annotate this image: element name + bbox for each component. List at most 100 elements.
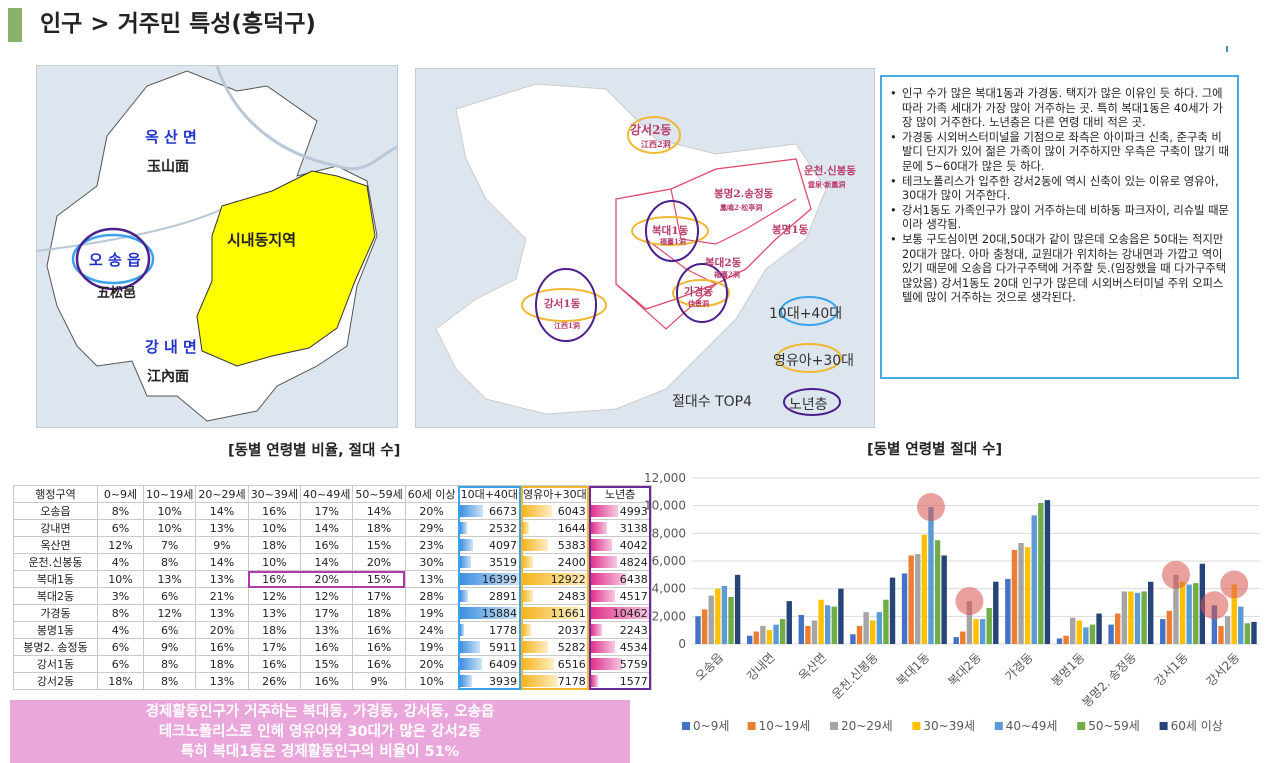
map-label-bokdae2: 복대2동 (705, 257, 742, 269)
data-bar-cell: 4993 (588, 502, 652, 520)
legend-purple-label: 노년층 (789, 397, 828, 413)
district-name-cell: 봉명1동 (13, 621, 98, 639)
bar-1 (1115, 613, 1121, 644)
data-bar-value: 4993 (619, 504, 648, 518)
corner-mark (1226, 46, 1228, 52)
data-bar-cell: 11661 (520, 604, 590, 622)
bar-3 (715, 588, 721, 644)
bar-0 (798, 614, 804, 644)
ratio-cell: 14% (195, 502, 249, 520)
bar-0 (695, 616, 701, 644)
bar-3 (818, 599, 824, 644)
ratio-cell: 6% (97, 655, 144, 673)
map-label-gagyeong-hanja: 佳景洞 (688, 299, 709, 308)
ratio-cell: 18% (195, 655, 249, 673)
bar-2 (1069, 617, 1076, 644)
data-bar-cell: 1778 (457, 621, 522, 639)
data-bar-value: 16399 (482, 572, 518, 586)
ratio-cell: 10% (247, 519, 302, 537)
x-tick-label: 운천.신봉동 (829, 650, 881, 702)
data-bar-value: 6673 (489, 504, 518, 518)
bar-2 (811, 620, 818, 644)
x-tick-label: 옥산면 (796, 650, 829, 683)
data-bar-value: 1778 (489, 623, 518, 637)
data-bar-cell: 5282 (520, 638, 590, 656)
bar-6 (838, 588, 844, 644)
summary-line: 테크노폴리스로 인해 영유아와 30대가 많은 강서2동 (158, 724, 482, 740)
data-bar-fill (590, 556, 617, 568)
ratio-cell: 20% (352, 553, 406, 571)
ratio-cell: 13% (404, 570, 459, 588)
ratio-cell: 9% (195, 536, 249, 554)
ratio-cell: 15% (352, 536, 406, 554)
table-header-cell: 행정구역 (13, 485, 98, 503)
bar-5 (1193, 583, 1199, 644)
note-item: 가경동 시외버스터미널을 기점으로 좌측은 아이파크 신축, 준구축 비발디 단… (890, 131, 1229, 175)
bar-1 (753, 631, 759, 644)
ratio-cell: 20% (195, 621, 249, 639)
bokdae1-highlight-box (248, 570, 406, 588)
data-bar-value: 5383 (557, 538, 586, 552)
ratio-cell: 18% (247, 536, 302, 554)
y-tick-label: 4,000 (652, 582, 686, 596)
data-bar-cell: 6673 (457, 502, 522, 520)
data-bar-value: 3519 (489, 555, 518, 569)
map-label-bongmyeong2: 봉명2.송정동 (714, 188, 774, 200)
ratio-cell: 4% (97, 621, 144, 639)
map-label-bokdae1-hanja: 福臺1洞 (660, 237, 686, 246)
bar-3 (766, 630, 773, 644)
legend-swatch (682, 722, 690, 730)
bar-3 (973, 619, 979, 644)
bar-6 (1096, 613, 1102, 644)
data-bar-cell: 6043 (520, 502, 590, 520)
data-bar-fill (590, 573, 627, 585)
table-header-cell: 0~9세 (97, 485, 144, 503)
ratio-cell: 19% (404, 638, 459, 656)
bar-5 (831, 606, 837, 644)
table-row: 가경동 8% 12% 13% 13% 17% 18% 19% 15884 11661 10462 (13, 604, 652, 622)
ratio-cell: 18% (247, 621, 302, 639)
legend-swatch (994, 722, 1003, 730)
table-row: 강서1동 6% 8% 18% 16% 15% 16% 20% 6409 6516 5759 (13, 655, 652, 673)
data-bar-value: 6043 (557, 504, 586, 518)
map-label-gangseo1: 강서1동 (544, 298, 581, 310)
ratio-cell: 13% (195, 672, 249, 690)
ratio-cell: 13% (195, 570, 249, 588)
bar-6 (734, 574, 741, 644)
ratio-cell: 16% (300, 672, 354, 690)
data-bar-cell: 16399 (457, 570, 522, 588)
bar-3 (870, 620, 876, 644)
ratio-cell: 21% (195, 587, 249, 605)
map-label-gangseo1-hanja: 江西1洞 (554, 321, 580, 330)
data-bar-value: 4042 (619, 538, 648, 552)
x-tick-label: 봉명1동 (1049, 650, 1088, 689)
x-tick-label: 오송읍 (693, 650, 726, 683)
map-label-oksan-hanja: 玉山面 (147, 159, 189, 175)
ratio-cell: 18% (352, 604, 406, 622)
ratio-cell: 13% (195, 519, 249, 537)
data-bar-cell: 4534 (588, 638, 652, 656)
legend-blue-label: 10대+40대 (769, 306, 843, 322)
district-map-downtown: 강서2동 江西2洞 운천.신봉동 雲泉·新鳳洞 봉명2.송정동 鳳鳴2·松亭洞 … (415, 68, 875, 428)
data-bar-cell: 15884 (457, 604, 522, 622)
map-label-gangseo2: 강서2동 (630, 123, 672, 137)
map-label-bongmyeong2-hanja: 鳳鳴2·松亭洞 (720, 203, 763, 212)
data-bar-fill (590, 505, 618, 517)
data-bar-fill (522, 556, 533, 568)
map-label-osong: 오 송 읍 (89, 251, 141, 269)
data-bar-value: 4517 (619, 589, 648, 603)
table-row: 강내면 6% 10% 13% 10% 14% 18% 29% 2532 1644 3138 (13, 519, 652, 537)
data-bar-value: 2037 (557, 623, 586, 637)
chart-title: [동별 연령별 절대 수] (867, 442, 1003, 458)
data-bar-fill (459, 641, 480, 653)
table-body: 오송읍 8% 10% 14% 16% 17% 14% 20% 6673 6043 4993 강내면 6%… (13, 502, 652, 690)
bar-1 (805, 626, 811, 644)
table-row: 복대2동 3% 6% 21% 12% 12% 17% 28% 2891 2483 4517 (13, 587, 652, 605)
bar-6 (786, 601, 792, 644)
data-bar-fill (590, 641, 616, 653)
bar-6 (889, 577, 896, 644)
legend-label: 40~49세 (1006, 719, 1058, 733)
data-bar-value: 11661 (550, 606, 586, 620)
bar-5 (728, 596, 734, 644)
ratio-cell: 28% (404, 587, 459, 605)
